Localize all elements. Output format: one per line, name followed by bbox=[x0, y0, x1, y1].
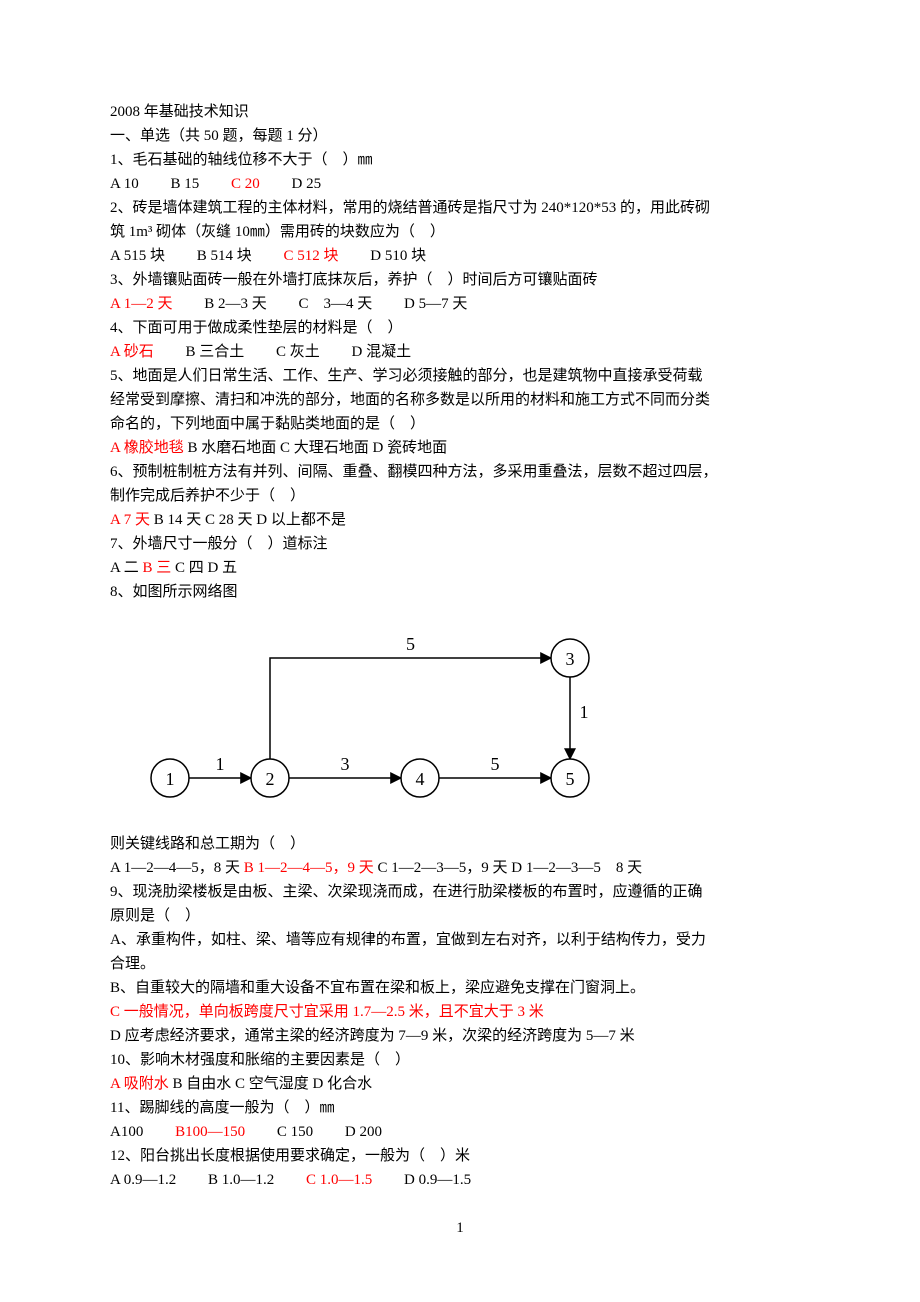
q4-C: C 灰土 bbox=[276, 344, 320, 360]
q7-A: A 二 bbox=[110, 560, 139, 576]
q11-C: C 150 bbox=[277, 1124, 313, 1140]
q8-A: A 1―2―4―5，8 天 bbox=[110, 860, 240, 876]
q2-A: A 515 块 bbox=[110, 248, 165, 264]
q3-options: A 1―2 天 B 2―3 天 C 3―4 天 D 5―7 天 bbox=[110, 292, 810, 316]
q10-text: 10、影响木材强度和胀缩的主要因素是（ ） bbox=[110, 1048, 810, 1072]
network-diagram: 1 3 5 5 1 1 2 3 4 5 bbox=[130, 618, 810, 818]
q4-D: D 混凝土 bbox=[352, 344, 412, 360]
q1-B: B 15 bbox=[171, 176, 200, 192]
q11-D: D 200 bbox=[345, 1124, 382, 1140]
q7-C: C 四 bbox=[175, 560, 204, 576]
svg-text:5: 5 bbox=[406, 634, 415, 654]
svg-text:1: 1 bbox=[216, 754, 225, 774]
q2-text-b: 筑 1m³ 砌体（灰缝 10㎜）需用砖的块数应为（ ） bbox=[110, 220, 810, 244]
q11-B: B100―150 bbox=[175, 1124, 245, 1140]
page-title: 2008 年基础技术知识 bbox=[110, 100, 810, 124]
q4-options: A 砂石 B 三合土 C 灰土 D 混凝土 bbox=[110, 340, 810, 364]
page-number: 1 bbox=[110, 1216, 810, 1240]
q5-A: A 橡胶地毯 bbox=[110, 440, 184, 456]
q9-text-b: 原则是（ ） bbox=[110, 904, 810, 928]
q6-options: A 7 天 B 14 天 C 28 天 D 以上都不是 bbox=[110, 508, 810, 532]
q2-D: D 510 块 bbox=[370, 248, 426, 264]
q8-options: A 1―2―4―5，8 天 B 1―2―4―5，9 天 C 1―2―3―5，9 … bbox=[110, 856, 810, 880]
q7-options: A 二 B 三 C 四 D 五 bbox=[110, 556, 810, 580]
q4-text: 4、下面可用于做成柔性垫层的材料是（ ） bbox=[110, 316, 810, 340]
q3-B: B 2―3 天 bbox=[204, 296, 267, 312]
q1-options: A 10 B 15 C 20 D 25 bbox=[110, 172, 810, 196]
q5-text-a: 5、地面是人们日常生活、工作、生产、学习必须接触的部分，也是建筑物中直接承受荷载 bbox=[110, 364, 810, 388]
q2-C: C 512 块 bbox=[284, 248, 339, 264]
svg-text:1: 1 bbox=[580, 702, 589, 722]
q8-stem: 8、如图所示网络图 bbox=[110, 580, 810, 604]
q9-A-a: A、承重构件，如柱、梁、墙等应有规律的布置，宜做到左右对齐，以利于结构传力，受力 bbox=[110, 928, 810, 952]
q10-B: B 自由水 bbox=[173, 1076, 232, 1092]
svg-text:4: 4 bbox=[416, 769, 425, 789]
q12-A: A 0.9―1.2 bbox=[110, 1172, 176, 1188]
q11-A: A100 bbox=[110, 1124, 143, 1140]
q7-B: B 三 bbox=[143, 560, 172, 576]
q3-D: D 5―7 天 bbox=[404, 296, 467, 312]
q8-D: D 1―2―3―5 8 天 bbox=[511, 860, 642, 876]
q6-C: C 28 天 bbox=[205, 512, 253, 528]
q1-A: A 10 bbox=[110, 176, 139, 192]
q10-A: A 吸附水 bbox=[110, 1076, 169, 1092]
svg-text:1: 1 bbox=[166, 769, 175, 789]
q9-D: D 应考虑经济要求，通常主梁的经济跨度为 7―9 米，次梁的经济跨度为 5―7 … bbox=[110, 1024, 810, 1048]
q2-options: A 515 块 B 514 块 C 512 块 D 510 块 bbox=[110, 244, 810, 268]
q8-C: C 1―2―3―5，9 天 bbox=[378, 860, 508, 876]
q9-C: C 一般情况，单向板跨度尺寸宜采用 1.7―2.5 米，且不宜大于 3 米 bbox=[110, 1000, 810, 1024]
q6-text-b: 制作完成后养护不少于（ ） bbox=[110, 484, 810, 508]
q7-D: D 五 bbox=[208, 560, 238, 576]
q3-A: A 1―2 天 bbox=[110, 296, 173, 312]
q9-text-a: 9、现浇肋梁楼板是由板、主梁、次梁现浇而成，在进行肋梁楼板的布置时，应遵循的正确 bbox=[110, 880, 810, 904]
q8-B: B 1―2―4―5，9 天 bbox=[244, 860, 374, 876]
q11-options: A100 B100―150 C 150 D 200 bbox=[110, 1120, 810, 1144]
q5-C: C 大理石地面 bbox=[280, 440, 369, 456]
q5-D: D 瓷砖地面 bbox=[373, 440, 448, 456]
q9-A-b: 合理。 bbox=[110, 952, 810, 976]
q6-text-a: 6、预制桩制桩方法有并列、间隔、重叠、翻模四种方法，多采用重叠法，层数不超过四层… bbox=[110, 460, 810, 484]
svg-text:2: 2 bbox=[266, 769, 275, 789]
svg-text:3: 3 bbox=[566, 649, 575, 669]
q10-C: C 空气湿度 bbox=[235, 1076, 309, 1092]
q5-text-c: 命名的，下列地面中属于黏贴类地面的是（ ） bbox=[110, 412, 810, 436]
q10-D: D 化合水 bbox=[313, 1076, 373, 1092]
svg-text:5: 5 bbox=[491, 754, 500, 774]
q2-text-a: 2、砖是墙体建筑工程的主体材料，常用的烧结普通砖是指尺寸为 240*120*53… bbox=[110, 196, 810, 220]
q12-C: C 1.0―1.5 bbox=[306, 1172, 372, 1188]
q11-text: 11、踢脚线的高度一般为（ ）㎜ bbox=[110, 1096, 810, 1120]
q5-options: A 橡胶地毯 B 水磨石地面 C 大理石地面 D 瓷砖地面 bbox=[110, 436, 810, 460]
q7-text: 7、外墙尺寸一般分（ ）道标注 bbox=[110, 532, 810, 556]
q12-text: 12、阳台挑出长度根据使用要求确定，一般为（ ）米 bbox=[110, 1144, 810, 1168]
q8-tail: 则关键线路和总工期为（ ） bbox=[110, 832, 810, 856]
q12-B: B 1.0―1.2 bbox=[208, 1172, 274, 1188]
q1-D: D 25 bbox=[292, 176, 322, 192]
section-heading: 一、单选（共 50 题，每题 1 分） bbox=[110, 124, 810, 148]
q5-text-b: 经常受到摩擦、清扫和冲洗的部分，地面的名称多数是以所用的材料和施工方式不同而分类 bbox=[110, 388, 810, 412]
q6-A: A 7 天 bbox=[110, 512, 150, 528]
q1-C: C 20 bbox=[231, 176, 260, 192]
q3-text: 3、外墙镶贴面砖一般在外墙打底抹灰后，养护（ ）时间后方可镶贴面砖 bbox=[110, 268, 810, 292]
q5-B: B 水磨石地面 bbox=[188, 440, 277, 456]
svg-text:3: 3 bbox=[341, 754, 350, 774]
q10-options: A 吸附水 B 自由水 C 空气湿度 D 化合水 bbox=[110, 1072, 810, 1096]
svg-text:5: 5 bbox=[566, 769, 575, 789]
q12-options: A 0.9―1.2 B 1.0―1.2 C 1.0―1.5 D 0.9―1.5 bbox=[110, 1168, 810, 1192]
q12-D: D 0.9―1.5 bbox=[404, 1172, 471, 1188]
q6-B: B 14 天 bbox=[154, 512, 202, 528]
q2-B: B 514 块 bbox=[197, 248, 252, 264]
q9-B: B、自重较大的隔墙和重大设备不宜布置在梁和板上，梁应避免支撑在门窗洞上。 bbox=[110, 976, 810, 1000]
q6-D: D 以上都不是 bbox=[256, 512, 346, 528]
q1-text: 1、毛石基础的轴线位移不大于（ ）㎜ bbox=[110, 148, 810, 172]
q4-B: B 三合土 bbox=[186, 344, 245, 360]
q3-C: C 3―4 天 bbox=[299, 296, 373, 312]
q4-A: A 砂石 bbox=[110, 344, 154, 360]
